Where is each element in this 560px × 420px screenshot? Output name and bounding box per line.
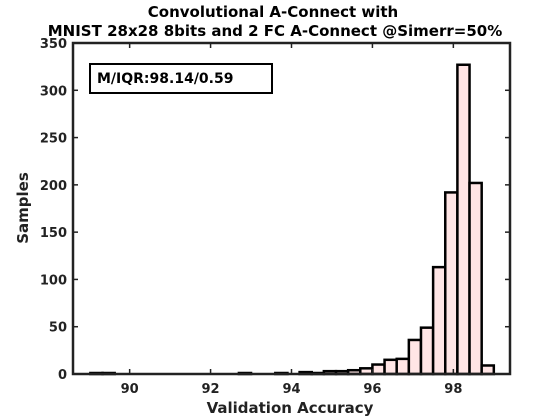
x-tick-label-2: 94 [282, 382, 300, 397]
x-tick-label-3: 96 [363, 382, 381, 397]
histogram-bar-11 [383, 358, 398, 376]
histogram-bar-16 [444, 191, 459, 376]
histogram-bar-13 [407, 338, 423, 376]
y-tick-label-0: 0 [58, 368, 67, 383]
histogram-bar-15 [431, 265, 447, 376]
x-axis-label: Validation Accuracy [207, 399, 374, 417]
y-tick-label-3: 150 [40, 226, 67, 241]
y-tick-label-7: 350 [40, 37, 67, 52]
histogram-bar-12 [395, 357, 411, 376]
x-tick-label-4: 98 [444, 382, 462, 397]
chart-title-line-2: MNIST 28x28 8bits and 2 FC A-Connect @Si… [48, 22, 502, 40]
y-tick-label-5: 250 [40, 132, 67, 147]
annotation-box [89, 63, 273, 94]
chart-title-line-1: Convolutional A-Connect with [148, 3, 399, 21]
histogram-bar-10 [371, 363, 386, 376]
y-tick-label-6: 300 [40, 84, 67, 99]
y-axis-label: Samples [14, 172, 32, 244]
x-tick-label-1: 92 [202, 382, 220, 397]
histogram-bar-18 [468, 181, 483, 376]
x-axis-ticks: 90 92 94 96 98 [121, 43, 462, 397]
plot-frame [71, 41, 512, 376]
x-tick-label-0: 90 [121, 382, 139, 397]
histogram-bar-17 [456, 63, 471, 376]
y-tick-label-2: 100 [40, 273, 67, 288]
histogram-bars [89, 63, 496, 376]
y-tick-label-1: 50 [49, 321, 67, 336]
y-tick-label-4: 200 [40, 179, 67, 194]
histogram-bar-14 [419, 326, 435, 376]
annotation-text: M/IQR:98.14/0.59 [97, 71, 233, 87]
y-axis-ticks: 0 50 100 150 200 250 300 350 [40, 37, 510, 383]
histogram-bar-19 [480, 364, 496, 376]
